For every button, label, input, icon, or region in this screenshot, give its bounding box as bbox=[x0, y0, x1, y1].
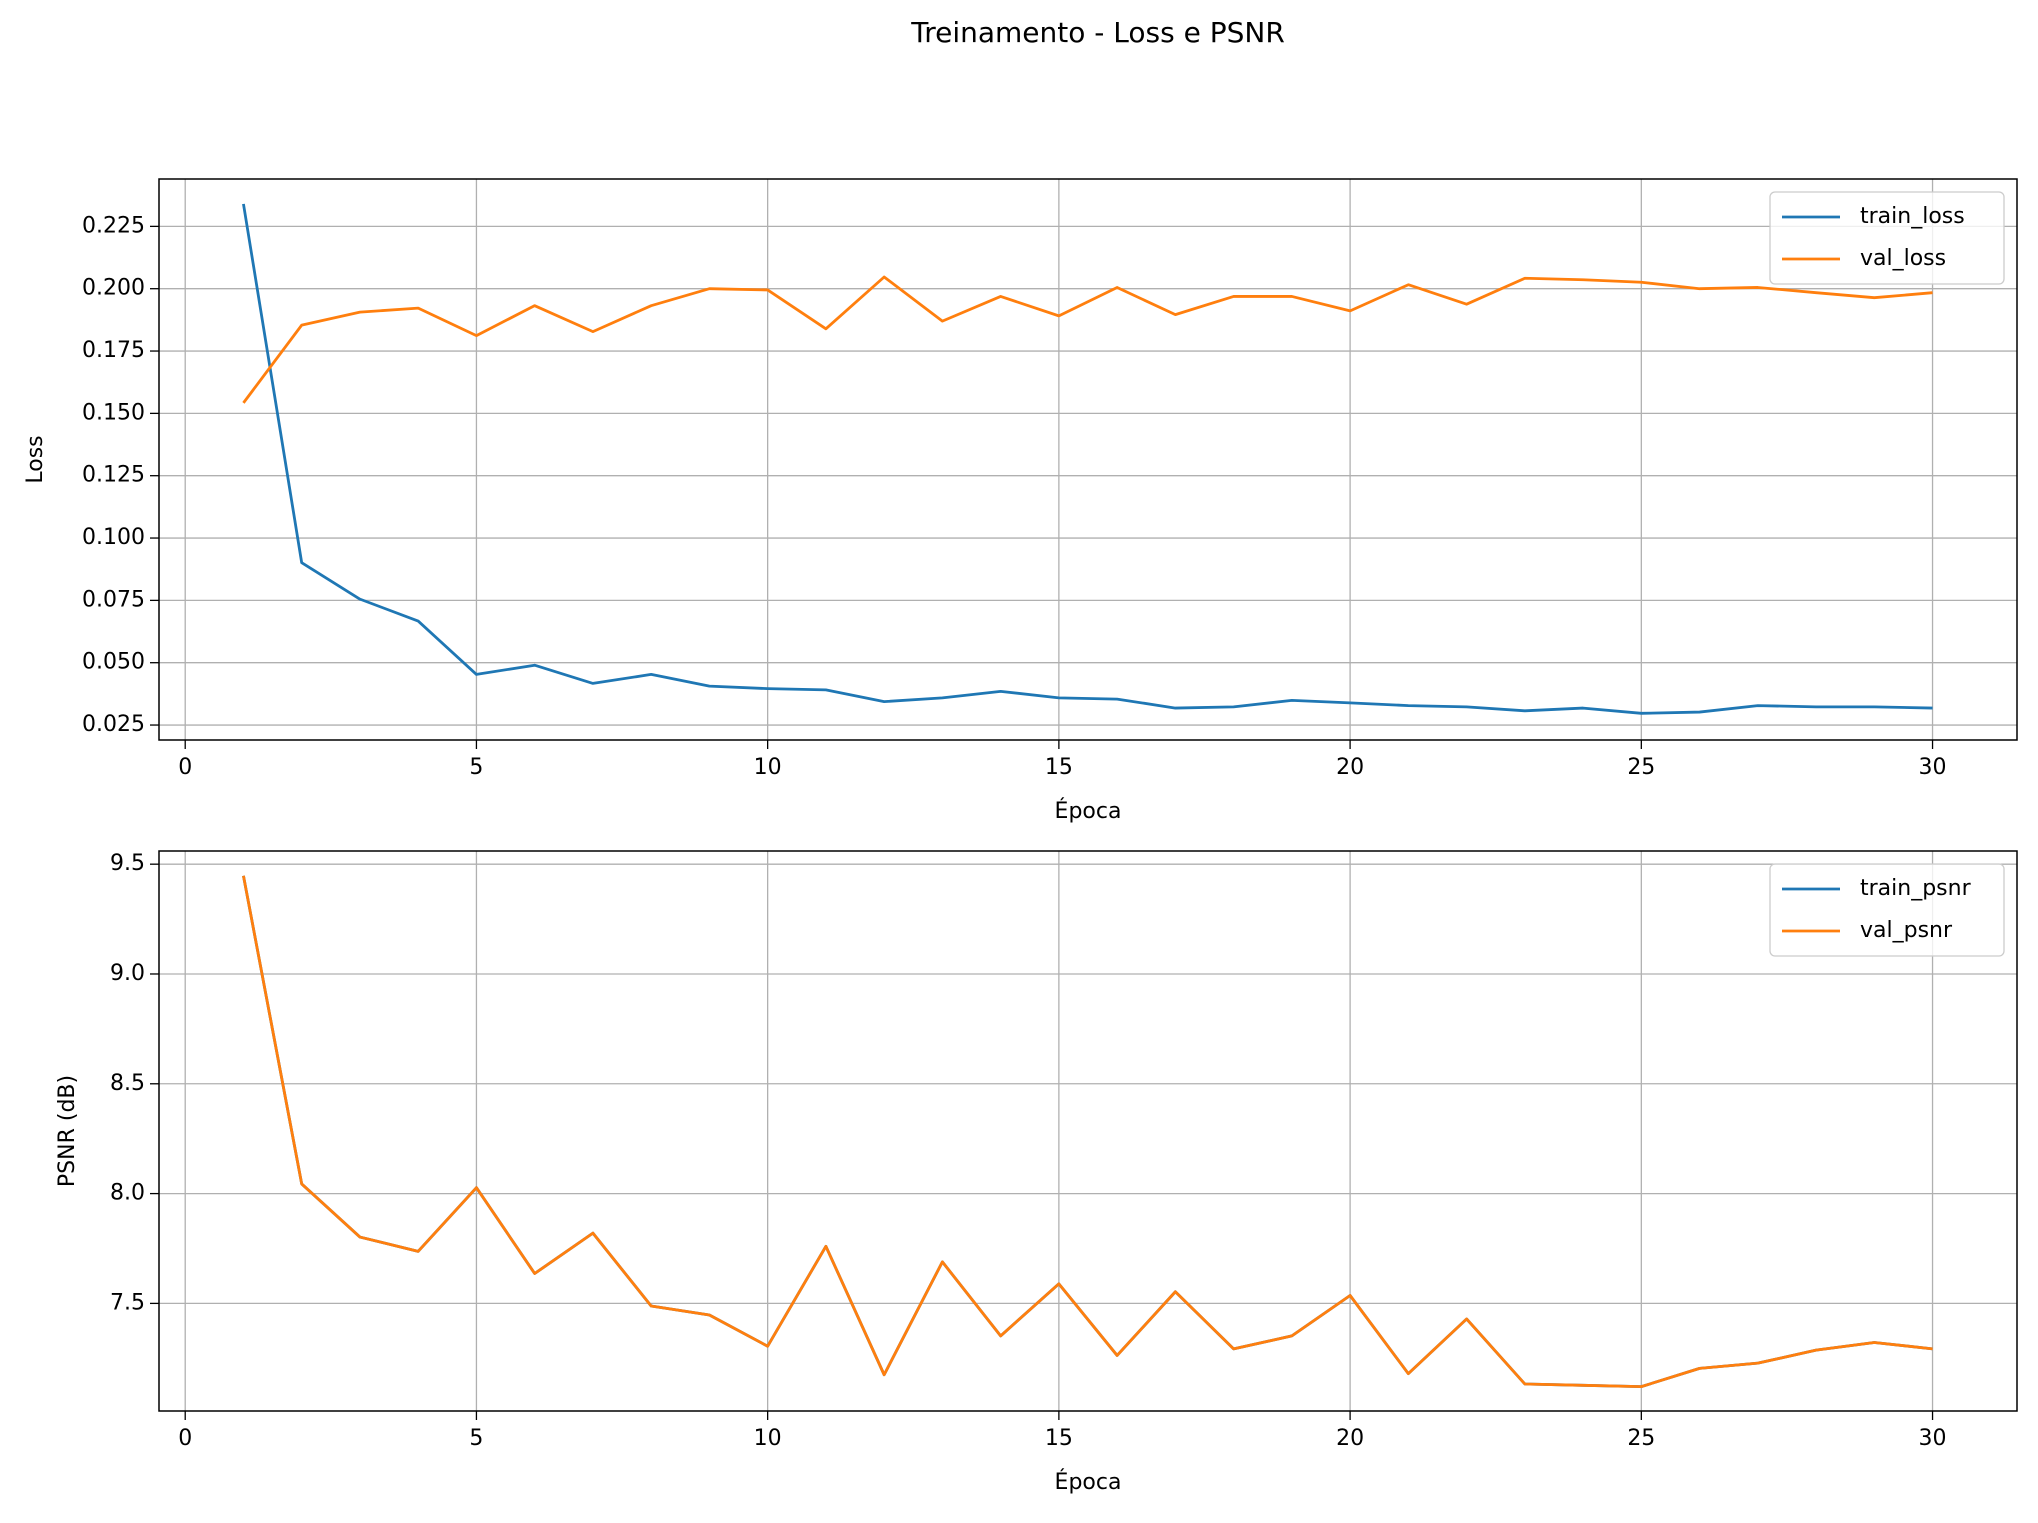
x-tick-label: 15 bbox=[1045, 1426, 1073, 1451]
y-tick-label: 0.175 bbox=[82, 338, 145, 363]
x-tick-label: 0 bbox=[178, 1426, 192, 1451]
legend-label: train_psnr bbox=[1860, 876, 1972, 901]
x-tick-label: 30 bbox=[1919, 1426, 1947, 1451]
series-line bbox=[242, 275, 1933, 404]
axes-frame bbox=[158, 850, 2018, 1412]
x-axis-label: Época bbox=[1055, 798, 1122, 824]
x-tick-label: 25 bbox=[1627, 755, 1655, 780]
legend: train_psnr val_psnr bbox=[1769, 863, 2005, 957]
y-tick-label: 0.150 bbox=[82, 400, 145, 425]
x-tick-label: 10 bbox=[754, 755, 782, 780]
x-tick-label: 30 bbox=[1919, 755, 1947, 780]
y-axis-label: Loss bbox=[23, 435, 48, 483]
x-tick-label: 15 bbox=[1045, 755, 1073, 780]
axes-frame bbox=[158, 178, 2018, 741]
y-tick-label: 7.5 bbox=[110, 1290, 145, 1315]
x-tick-label: 5 bbox=[469, 1426, 483, 1451]
y-tick-label: 8.5 bbox=[110, 1071, 145, 1096]
y-tick-label: 0.100 bbox=[82, 525, 145, 550]
legend-label: val_loss bbox=[1860, 246, 1946, 271]
x-axis-label: Época bbox=[1055, 1469, 1122, 1495]
legend-box bbox=[1769, 863, 2005, 957]
legend-box bbox=[1769, 191, 2005, 285]
y-tick-label: 8.0 bbox=[110, 1181, 145, 1206]
y-tick-label: 0.200 bbox=[82, 276, 145, 301]
y-tick-label: 0.025 bbox=[82, 712, 145, 737]
y-tick-label: 9.5 bbox=[110, 851, 145, 876]
x-tick-label: 25 bbox=[1627, 1426, 1655, 1451]
y-tick-label: 9.0 bbox=[110, 961, 145, 986]
legend: train_loss val_loss bbox=[1769, 191, 2005, 285]
x-tick-label: 10 bbox=[754, 1426, 782, 1451]
y-tick-label: 0.050 bbox=[82, 650, 145, 675]
y-axis-label: PSNR (dB) bbox=[55, 1075, 80, 1187]
x-tick-label: 0 bbox=[178, 755, 192, 780]
legend-label: train_loss bbox=[1860, 204, 1965, 229]
x-tick-label: 20 bbox=[1336, 755, 1364, 780]
series-line bbox=[242, 203, 1933, 715]
x-tick-label: 20 bbox=[1336, 1426, 1364, 1451]
y-tick-label: 0.225 bbox=[82, 213, 145, 238]
x-tick-label: 5 bbox=[469, 755, 483, 780]
legend-label: val_psnr bbox=[1860, 918, 1953, 943]
y-tick-label: 0.075 bbox=[82, 587, 145, 612]
figure-title: Treinamento - Loss e PSNR bbox=[910, 16, 1285, 49]
y-tick-label: 0.125 bbox=[82, 463, 145, 488]
series-line bbox=[242, 875, 1933, 1389]
